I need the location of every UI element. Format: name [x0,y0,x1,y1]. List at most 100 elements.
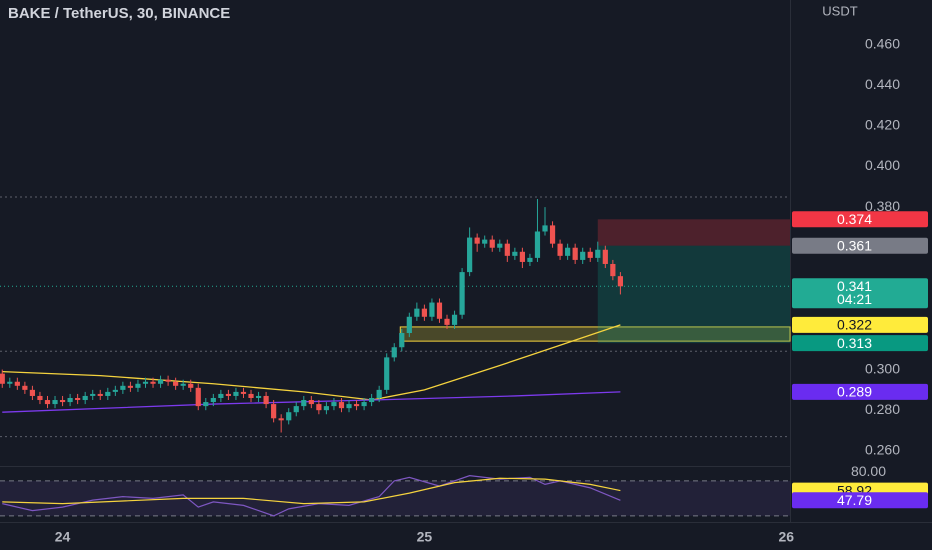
x-tick-label: 25 [417,529,433,545]
candle-body [572,247,578,260]
candle-body [59,400,66,403]
candle-body [293,406,299,413]
candle-body [255,395,262,398]
rsi-value-label: 47.79 [837,492,872,508]
candle-body [150,381,156,384]
rsi-tick-label: 80.00 [851,463,886,479]
ma-label-box [792,383,928,400]
candle-body [316,404,322,411]
candle-body [527,257,533,262]
candle-body [286,412,292,421]
candle-body [127,385,134,388]
rsi-band [0,480,790,516]
countdown: 04:21 [837,291,872,307]
y-tick-label: 0.420 [865,117,900,133]
candle-body [240,391,247,394]
candle-body [549,225,556,244]
candle-body [14,381,20,386]
rsi-value-box [792,492,928,509]
candle-body [157,379,164,384]
candle-body [384,357,390,390]
candle-body [180,383,186,386]
ma-label: 0.322 [837,317,872,333]
target-label: 0.313 [837,335,872,351]
target-zone [597,245,790,344]
candle-body [602,249,608,264]
candle-body [459,272,465,315]
candle-body [323,406,330,411]
candle-body [580,251,586,260]
ma-label: 0.289 [837,384,872,400]
candle-body [391,347,397,358]
candle-body [7,381,13,384]
y-tick-label: 0.440 [865,76,900,92]
ma-label-box [792,316,928,333]
candle-body [203,402,209,407]
candle-body [52,400,58,405]
candle-body [44,400,51,405]
chart-title: BAKE / TetherUS, 30, BINANCE [8,5,230,22]
candle-body [165,379,171,382]
rsi-line [2,477,621,505]
candle-body [406,316,412,334]
entry-label-box [792,237,928,254]
price-axis-bg [791,0,932,522]
stop-label: 0.374 [837,211,872,227]
candle-body [97,393,103,396]
candle-body [595,249,601,258]
candle-body [263,395,269,405]
candle-body [467,237,473,273]
candle-body [142,381,149,384]
candle-body [210,397,216,403]
candle-body [278,418,284,421]
candle-body [610,263,616,277]
candle-body [37,395,43,401]
candle-body [429,302,435,317]
candle-body [338,402,345,409]
candle-body [29,389,36,396]
candle-body [542,225,548,232]
candle-body [308,400,314,405]
candle-body [188,383,194,388]
x-tick-label: 24 [55,529,71,545]
candle-body [399,333,405,348]
target-label-box [792,335,928,352]
y-tick-label: 0.380 [865,198,900,214]
candle-body [0,373,5,384]
candle-body [451,314,458,325]
candle-body [482,239,488,244]
candle-body [361,402,367,407]
candle-body [353,404,360,407]
candle-body [120,385,126,390]
candle-body [504,243,510,256]
stop-zone [597,219,790,246]
candle-body [587,251,593,258]
candle-body [173,381,179,386]
candle-body [557,243,563,256]
candle-body [112,389,118,392]
candle-body [512,251,518,256]
candle-body [90,393,96,396]
y-tick-label: 0.280 [865,401,900,417]
y-tick-label: 0.300 [865,360,900,376]
candle-body [497,243,503,248]
candle-body [565,247,571,256]
candle-body [436,302,443,319]
candle-body [414,308,420,317]
stop-label-box [792,211,928,228]
candle-body [135,383,141,388]
candle-body [376,389,382,398]
current-price-label: 0.341 [837,278,872,294]
candle-body [225,393,232,396]
candle-body [67,397,73,403]
candle-body [534,231,541,258]
candle-body [331,402,337,407]
candle-body [444,318,450,325]
candle-body [82,395,88,401]
candle-body [519,251,525,262]
x-tick-label: 26 [778,529,794,545]
candle-body [105,391,111,396]
